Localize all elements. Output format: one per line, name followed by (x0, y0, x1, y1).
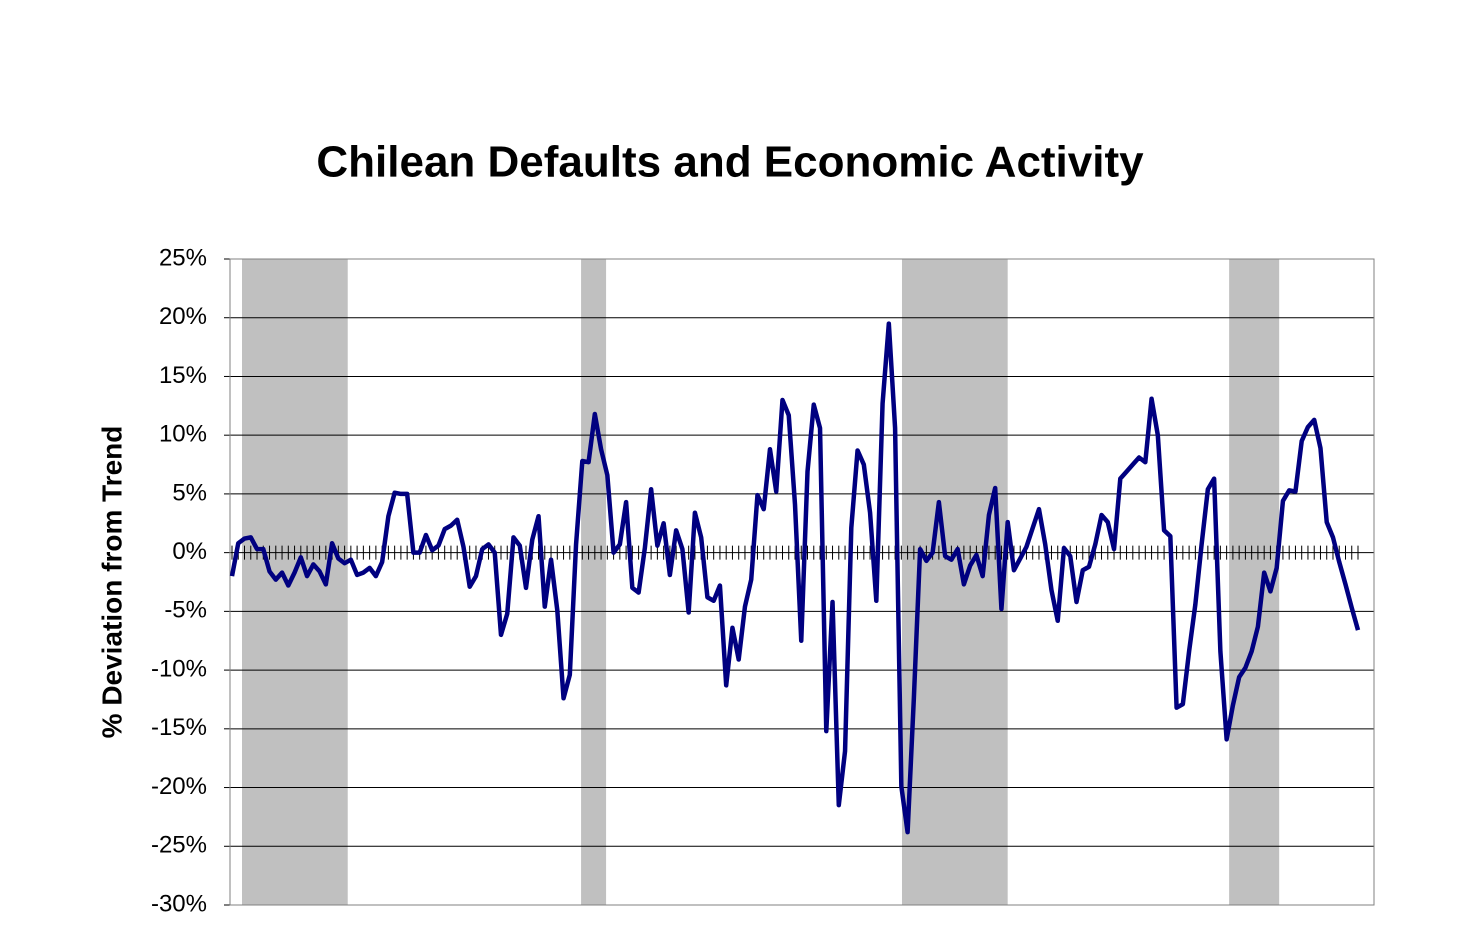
shaded-period (242, 259, 348, 905)
y-tick-label: -10% (151, 655, 207, 682)
y-axis-label: % Deviation from Trend (96, 426, 127, 739)
y-tick-label: -20% (151, 773, 207, 800)
y-tick-label: -5% (164, 597, 207, 624)
y-tick-label: 25% (159, 244, 207, 271)
y-tick-label: -30% (151, 890, 207, 917)
y-tick-label: 10% (159, 421, 207, 448)
data-line (229, 321, 1361, 835)
plot-border (229, 258, 1375, 906)
y-tick-label: -15% (151, 714, 207, 741)
chart-title: Chilean Defaults and Economic Activity (316, 138, 1144, 187)
y-tick-label: 0% (172, 538, 207, 565)
shaded-period (581, 259, 607, 905)
y-tick-label: 20% (159, 303, 207, 330)
y-tick-label: 5% (172, 479, 207, 506)
y-tick-label: -25% (151, 832, 207, 859)
y-tick-label: 15% (159, 362, 207, 389)
